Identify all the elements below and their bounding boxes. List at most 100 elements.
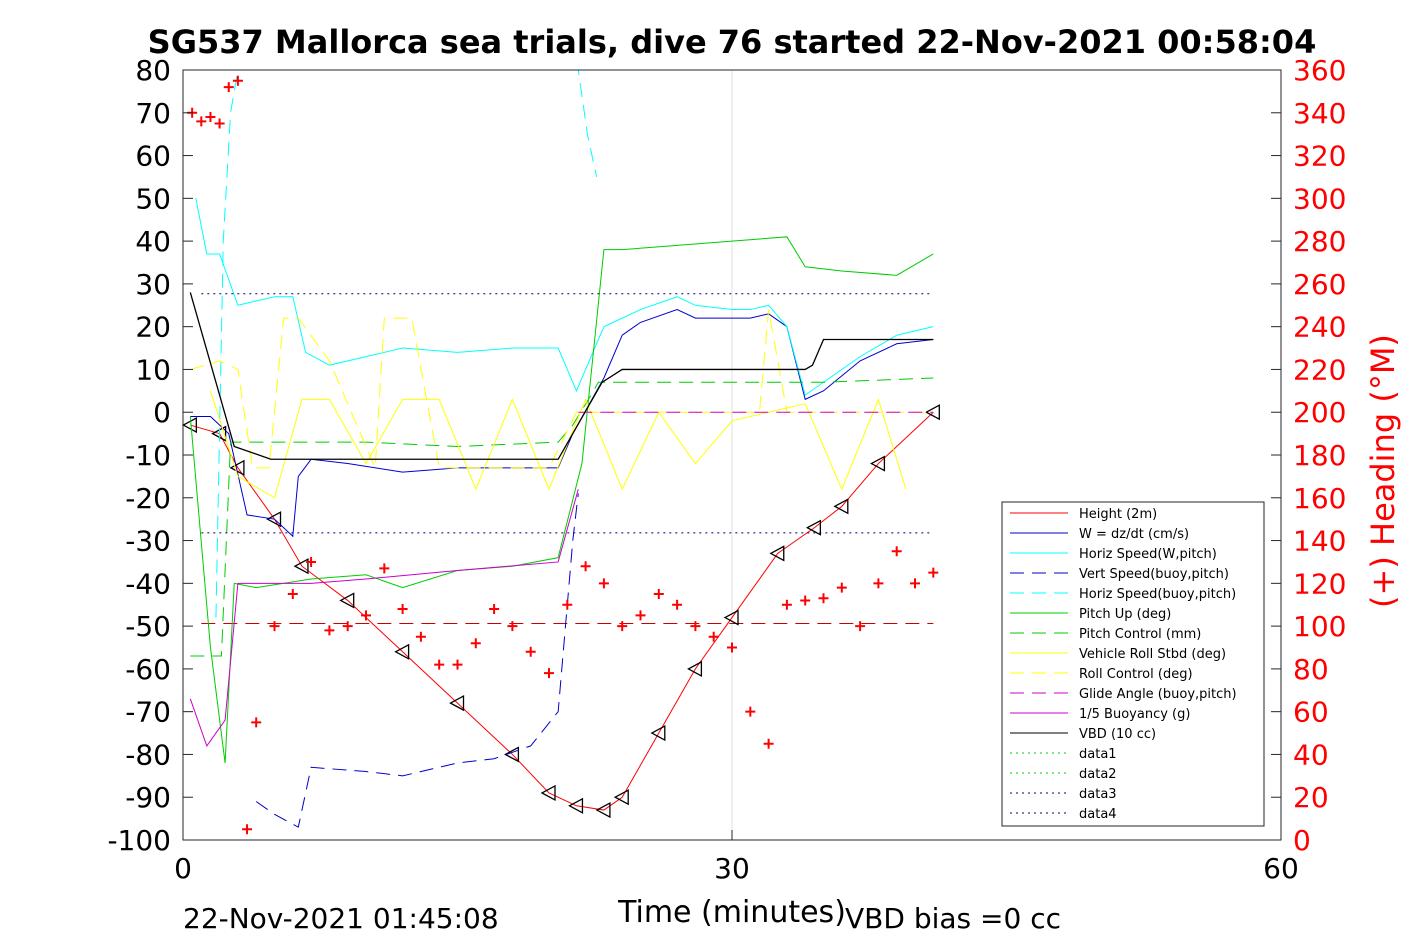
right-tick-label: 180 (1293, 439, 1346, 472)
heading-point (232, 75, 243, 86)
y-tick-label: -20 (125, 482, 171, 515)
legend-entry: Height (2m) (1079, 507, 1157, 522)
legend-entry: Vehicle Roll Stbd (deg) (1079, 647, 1226, 662)
heading-point (653, 589, 664, 600)
heading-point (452, 659, 463, 670)
heading-point (342, 621, 353, 632)
height-marker (805, 519, 821, 536)
y-tick-label: -80 (125, 738, 171, 771)
chart-title: SG537 Mallorca sea trials, dive 76 start… (148, 23, 1317, 61)
legend-entry: Roll Control (deg) (1079, 667, 1193, 682)
legend-entry: data2 (1079, 767, 1117, 782)
legend-entry: 1/5 Buoyancy (g) (1079, 707, 1190, 722)
x-axis-label: Time (minutes) (617, 895, 846, 930)
height-marker (870, 455, 886, 472)
x-tick-label: 60 (1263, 852, 1299, 885)
right-tick-label: 360 (1293, 54, 1346, 87)
series-layer (181, 69, 940, 835)
y-tick-label: 40 (135, 225, 171, 258)
heading-point (525, 646, 536, 657)
y-tick-label: -50 (125, 610, 171, 643)
series-line-vert-speed-buoy-pitch (255, 493, 579, 828)
heading-point (818, 593, 829, 604)
heading-point (434, 659, 445, 670)
right-tick-label: 120 (1293, 567, 1346, 600)
legend-entry: data3 (1079, 787, 1117, 802)
heading-point (223, 82, 234, 93)
heading-point (324, 625, 335, 636)
height-marker (687, 660, 703, 677)
legend-entry: Glide Angle (buoy,pitch) (1079, 687, 1237, 702)
legend: Height (2m) W = dz/dt (cm/s) Horiz Speed(W… (1001, 501, 1265, 827)
heading-point (287, 589, 298, 600)
series-line-horiz-speed-buoy-pitch (215, 69, 598, 618)
legend-entry: Vert Speed(buoy,pitch) (1079, 567, 1229, 582)
heading-point (507, 621, 518, 632)
heading-point (635, 610, 646, 621)
legend-entry: Pitch Control (mm) (1079, 627, 1201, 642)
height-marker (833, 498, 849, 515)
y-tick-label: -70 (125, 696, 171, 729)
series-line-vehicle-roll-stbd-deg (209, 390, 907, 499)
y-tick-label: 30 (135, 268, 171, 301)
heading-point (763, 738, 774, 749)
axes: 0 30 6080706050403020100-10-20-30-40-50-60… (107, 54, 1346, 885)
x-tick-label: 30 (714, 852, 750, 885)
heading-point (727, 642, 737, 653)
heading-point (470, 638, 481, 649)
series-line-1-5-buoyancy-g (189, 489, 579, 747)
right-tick-label: 140 (1293, 525, 1346, 558)
heading-point (891, 546, 902, 557)
heading-point (361, 610, 371, 621)
y-tick-label: 0 (153, 396, 171, 429)
heading-point (781, 599, 792, 610)
series-line-horiz-speed-w-pitch (195, 198, 934, 396)
legend-entry: data1 (1079, 747, 1117, 762)
height-marker (293, 558, 309, 575)
right-tick-label: 220 (1293, 353, 1346, 386)
y-tick-label: -100 (107, 824, 171, 857)
right-axis-label: (+) Heading (°M) (1364, 334, 1402, 608)
legend-entry: data4 (1079, 807, 1117, 822)
legend-entry: VBD (10 cc) (1079, 727, 1156, 742)
footer-timestamp: 22-Nov-2021 01:45:08 (183, 902, 499, 935)
right-tick-label: 160 (1293, 482, 1346, 515)
right-tick-label: 40 (1293, 738, 1329, 771)
heading-point (379, 563, 390, 574)
height-marker (650, 724, 666, 742)
series-line-roll-control-deg (190, 309, 934, 469)
heading-point (397, 604, 408, 614)
heading-point (251, 717, 262, 728)
right-tick-label: 200 (1293, 396, 1346, 429)
heading-point (745, 706, 756, 717)
right-tick-label: 260 (1293, 268, 1346, 301)
heading-point (672, 599, 683, 610)
heading-point (562, 599, 573, 610)
legend-entry: W = dz/dt (cm/s) (1079, 527, 1189, 542)
height-marker (449, 695, 465, 712)
heading-point (415, 631, 426, 642)
y-tick-label: -10 (125, 439, 171, 472)
right-tick-label: 300 (1293, 182, 1346, 215)
right-tick-label: 0 (1293, 824, 1311, 857)
y-tick-label: -40 (125, 567, 171, 600)
y-tick-label: -30 (125, 525, 171, 558)
y-tick-label: 10 (135, 353, 171, 386)
legend-entry: Horiz Speed(buoy,pitch) (1079, 587, 1236, 602)
right-tick-label: 60 (1293, 696, 1329, 729)
x-tick-label: 0 (174, 852, 192, 885)
series-line-vbd-10-cc (189, 292, 934, 460)
right-tick-label: 280 (1293, 225, 1346, 258)
right-tick-label: 340 (1293, 97, 1346, 130)
height-marker (394, 643, 410, 660)
heading-point (242, 824, 253, 835)
height-marker (504, 746, 520, 763)
legend-box (1001, 501, 1265, 827)
heading-point (855, 621, 866, 632)
footer-vbd-bias: VBD bias =0 cc (845, 902, 1061, 935)
series-line-pitch-control-mm (190, 377, 934, 657)
heading-point (214, 118, 225, 129)
heading-point (617, 621, 628, 632)
y-tick-label: -60 (125, 653, 171, 686)
